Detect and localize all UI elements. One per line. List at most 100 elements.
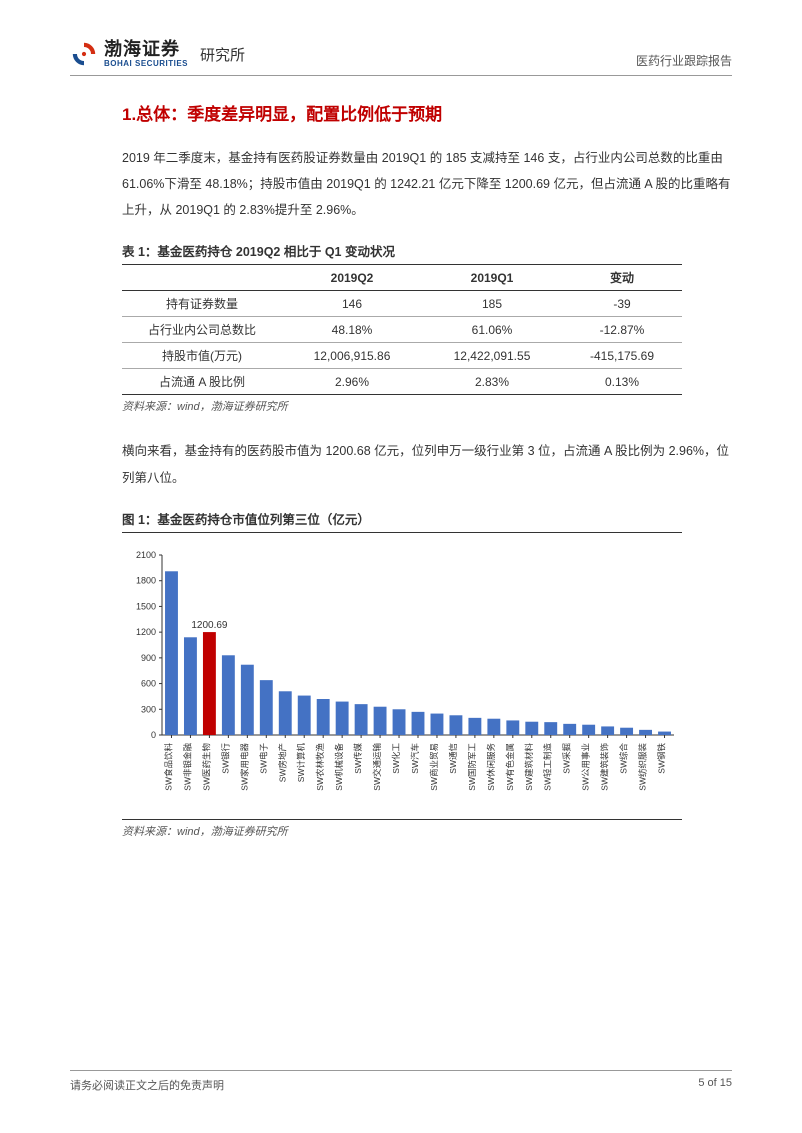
doc-type-label: 医药行业跟踪报告 xyxy=(636,52,732,69)
svg-text:SW建筑装饰: SW建筑装饰 xyxy=(600,742,610,790)
chart-bar xyxy=(279,691,292,735)
chart-bar xyxy=(412,712,425,735)
chart-bar xyxy=(260,680,273,735)
chart-bar xyxy=(525,722,538,735)
svg-text:SW食品饮料: SW食品饮料 xyxy=(163,742,173,790)
logo-text-en: BOHAI SECURITIES xyxy=(104,60,188,69)
svg-text:SW农林牧渔: SW农林牧渔 xyxy=(315,742,325,790)
chart-bar xyxy=(582,725,595,735)
table1-caption: 表 1：基金医药持仓 2019Q2 相比于 Q1 变动状况 xyxy=(122,241,732,260)
table-cell: 12,006,915.86 xyxy=(282,343,422,369)
svg-text:SW银行: SW银行 xyxy=(220,742,230,773)
chart-bar xyxy=(374,707,387,735)
table-cell: -12.87% xyxy=(562,317,682,343)
chart-bar xyxy=(336,701,349,734)
chart-bar xyxy=(620,728,633,735)
table-row: 持股市值(万元)12,006,915.8612,422,091.55-415,1… xyxy=(122,343,682,369)
table-cell: 0.13% xyxy=(562,369,682,395)
chart-bar xyxy=(544,722,557,735)
paragraph-2: 横向来看，基金持有的医药股市值为 1200.68 亿元，位列申万一级行业第 3 … xyxy=(122,438,732,491)
heading-rest: 季度差异明显，配置比例低于预期 xyxy=(187,105,442,124)
table-cell: 占流通 A 股比例 xyxy=(122,369,282,395)
paragraph-1: 2019 年二季度末，基金持有医药股证券数量由 2019Q1 的 185 支减持… xyxy=(122,145,732,224)
svg-text:600: 600 xyxy=(141,678,156,688)
table-cell: 2.96% xyxy=(282,369,422,395)
chart-bar xyxy=(165,571,178,735)
chart1-container: 030060090012001500180021001200.69SW食品饮料S… xyxy=(122,532,682,820)
table-cell: 占行业内公司总数比 xyxy=(122,317,282,343)
svg-text:900: 900 xyxy=(141,653,156,663)
chart-bar xyxy=(298,695,311,734)
table-cell: -415,175.69 xyxy=(562,343,682,369)
svg-text:SW汽车: SW汽车 xyxy=(410,743,420,774)
chart-bar xyxy=(393,709,406,735)
table-cell: 146 xyxy=(282,291,422,317)
col-2019q1: 2019Q1 xyxy=(422,265,562,291)
table-cell: 持股市值(万元) xyxy=(122,343,282,369)
chart-bar xyxy=(184,637,197,735)
svg-text:SW家用电器: SW家用电器 xyxy=(239,742,249,790)
svg-text:SW建筑材料: SW建筑材料 xyxy=(524,742,534,790)
svg-text:SW有色金属: SW有色金属 xyxy=(505,743,515,791)
institute-label: 研究所 xyxy=(200,44,245,65)
section-heading: 1.总体：季度差异明显，配置比例低于预期 xyxy=(122,100,732,125)
col-blank xyxy=(122,265,282,291)
svg-text:2100: 2100 xyxy=(136,550,156,560)
table-cell: 185 xyxy=(422,291,562,317)
chart-bar xyxy=(317,699,330,735)
svg-text:SW非银金融: SW非银金融 xyxy=(182,742,192,790)
svg-text:SW公用事业: SW公用事业 xyxy=(581,743,591,791)
chart1-caption: 图 1：基金医药持仓市值位列第三位（亿元） xyxy=(122,509,732,528)
svg-text:SW医药生物: SW医药生物 xyxy=(201,742,211,790)
svg-text:SW交通运输: SW交通运输 xyxy=(372,742,382,790)
table-cell: 持有证券数量 xyxy=(122,291,282,317)
svg-text:SW钢铁: SW钢铁 xyxy=(657,742,667,773)
table-header-row: 2019Q2 2019Q1 变动 xyxy=(122,265,682,291)
svg-text:300: 300 xyxy=(141,704,156,714)
svg-text:1200: 1200 xyxy=(136,627,156,637)
heading-prefix: 1.总体： xyxy=(122,105,187,124)
svg-text:SW综合: SW综合 xyxy=(619,742,629,773)
chart1-source: 资料来源：wind，渤海证券研究所 xyxy=(122,823,732,839)
svg-text:SW计算机: SW计算机 xyxy=(296,742,306,782)
table1: 2019Q2 2019Q1 变动 持有证券数量146185-39占行业内公司总数… xyxy=(122,264,682,395)
chart-bar xyxy=(355,704,368,735)
svg-text:0: 0 xyxy=(151,730,156,740)
chart-bar xyxy=(563,724,576,735)
svg-text:SW传媒: SW传媒 xyxy=(353,742,363,773)
chart-bar xyxy=(506,720,519,735)
svg-text:SW房地产: SW房地产 xyxy=(277,743,287,782)
table-row: 占行业内公司总数比48.18%61.06%-12.87% xyxy=(122,317,682,343)
table-row: 占流通 A 股比例2.96%2.83%0.13% xyxy=(122,369,682,395)
col-2019q2: 2019Q2 xyxy=(282,265,422,291)
svg-text:SW国防军工: SW国防军工 xyxy=(467,742,477,790)
svg-text:1800: 1800 xyxy=(136,576,156,586)
chart-bar xyxy=(203,632,216,735)
chart-bar xyxy=(449,715,462,735)
table-cell: 2.83% xyxy=(422,369,562,395)
chart-bar xyxy=(222,655,235,735)
chart-bar xyxy=(487,719,500,735)
svg-text:SW休闲服务: SW休闲服务 xyxy=(486,742,496,790)
svg-text:1200.69: 1200.69 xyxy=(191,620,228,631)
svg-text:SW轻工制造: SW轻工制造 xyxy=(543,742,553,790)
table-row: 持有证券数量146185-39 xyxy=(122,291,682,317)
bohai-logo-icon xyxy=(70,40,98,68)
chart-bar xyxy=(468,718,481,735)
svg-text:SW纺织服装: SW纺织服装 xyxy=(638,742,648,790)
chart1: 030060090012001500180021001200.69SW食品饮料S… xyxy=(122,543,682,813)
table-cell: 12,422,091.55 xyxy=(422,343,562,369)
chart-bar xyxy=(601,726,614,735)
col-change: 变动 xyxy=(562,265,682,291)
chart-bar xyxy=(639,730,652,735)
svg-text:SW化工: SW化工 xyxy=(391,742,401,773)
logo-text-cn: 渤海证券 xyxy=(104,40,188,60)
page-header: 渤海证券 BOHAI SECURITIES 研究所 医药行业跟踪报告 xyxy=(70,40,732,76)
footer-disclaimer: 请务必阅读正文之后的免责声明 xyxy=(70,1077,224,1093)
svg-text:SW机械设备: SW机械设备 xyxy=(334,742,344,790)
table1-source: 资料来源：wind，渤海证券研究所 xyxy=(122,398,732,414)
svg-text:SW电子: SW电子 xyxy=(258,742,268,773)
svg-text:SW通信: SW通信 xyxy=(448,742,458,773)
footer-page: 5 of 15 xyxy=(698,1077,732,1093)
table-cell: 61.06% xyxy=(422,317,562,343)
